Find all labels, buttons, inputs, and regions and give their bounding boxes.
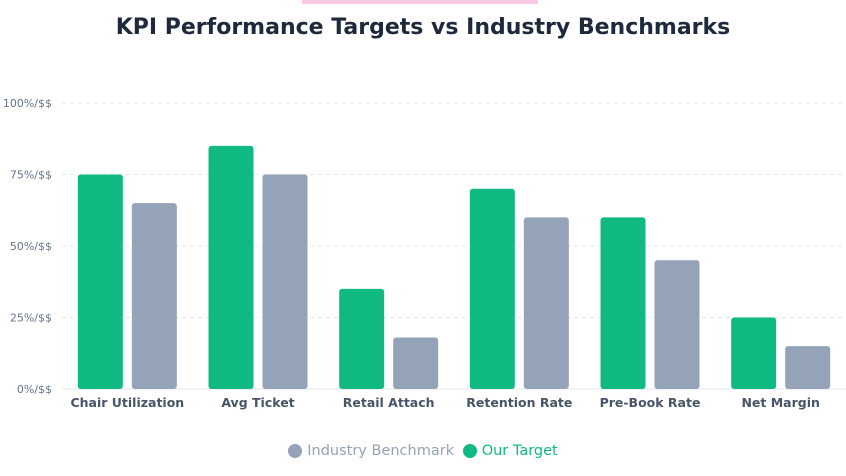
top-accent-bar xyxy=(302,0,538,4)
legend-dot-icon xyxy=(462,444,477,458)
bar xyxy=(600,217,646,389)
bar xyxy=(469,188,515,389)
bar xyxy=(731,317,777,389)
x-tick-label: Retail Attach xyxy=(343,395,435,410)
legend-item-industry-benchmark[interactable]: Industry Benchmark xyxy=(288,443,454,459)
chart-legend: Industry Benchmark Our Target xyxy=(0,443,846,462)
x-tick-label: Avg Ticket xyxy=(221,395,294,410)
x-tick-label: Retention Rate xyxy=(466,395,572,410)
legend-dot-icon xyxy=(288,444,303,458)
bar xyxy=(339,288,385,389)
y-tick-label: 0%/$$ xyxy=(17,383,52,396)
bar xyxy=(393,337,439,389)
bar xyxy=(77,174,123,389)
y-tick-label: 75%/$$ xyxy=(10,169,52,182)
y-tick-label: 25%/$$ xyxy=(10,312,52,325)
bar xyxy=(523,217,569,389)
legend-label: Our Target xyxy=(481,443,558,459)
bar xyxy=(654,260,700,389)
x-tick-label: Net Margin xyxy=(741,395,819,410)
legend-item-our-target[interactable]: Our Target xyxy=(462,443,558,459)
x-tick-label: Chair Utilization xyxy=(70,395,184,410)
bar xyxy=(262,174,308,389)
y-tick-label: 100%/$$ xyxy=(3,97,52,110)
legend-label: Industry Benchmark xyxy=(307,443,455,459)
y-tick-label: 50%/$$ xyxy=(10,240,52,253)
bar xyxy=(131,203,177,389)
x-tick-label: Pre-Book Rate xyxy=(600,395,701,410)
bar xyxy=(208,145,254,389)
chart-title: KPI Performance Targets vs Industry Benc… xyxy=(115,15,731,40)
bar xyxy=(785,346,831,389)
